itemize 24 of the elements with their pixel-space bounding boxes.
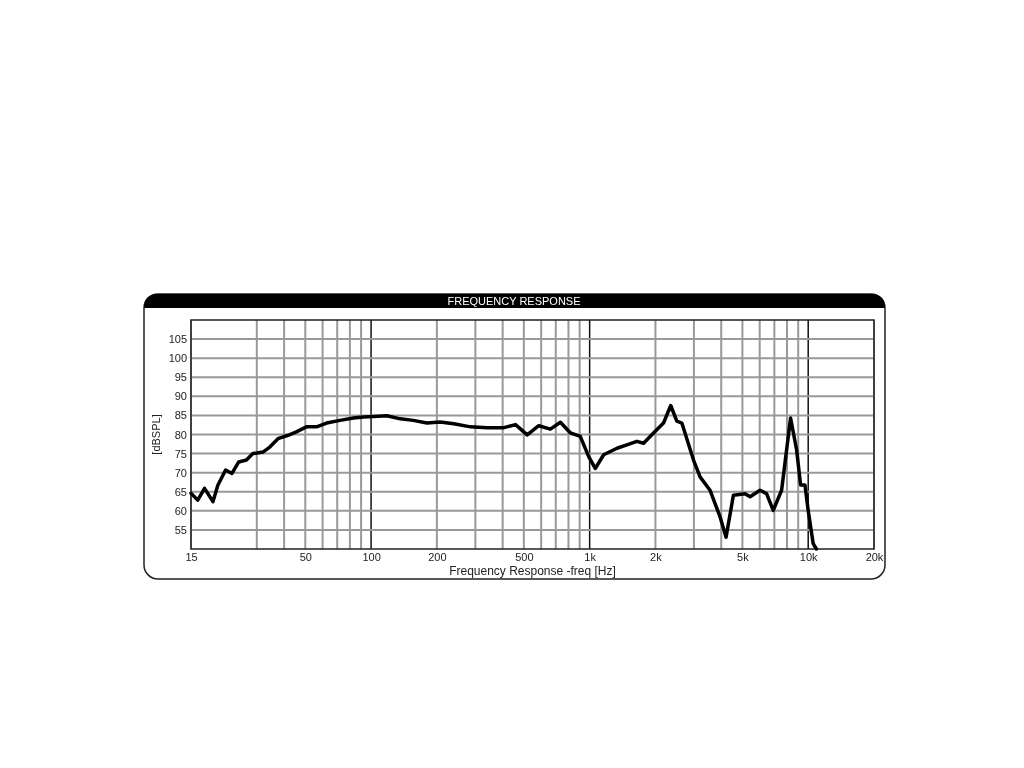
y-axis-title: [dBSPL] xyxy=(150,414,162,455)
x-tick-label: 50 xyxy=(299,550,312,563)
x-tick-label: 500 xyxy=(515,550,534,563)
x-tick-label: 10k xyxy=(799,550,819,563)
y-tick-label: 60 xyxy=(174,504,187,517)
y-tick-label: 100 xyxy=(168,352,187,365)
y-tick-label: 95 xyxy=(174,371,187,384)
x-tick-label: 200 xyxy=(428,550,447,563)
x-tick-label: 20k xyxy=(865,550,884,563)
y-tick-label: 55 xyxy=(174,523,187,536)
y-tick-label: 90 xyxy=(174,390,187,403)
x-tick-label: 15 xyxy=(185,550,198,563)
y-tick-label: 70 xyxy=(174,466,187,479)
y-tick-label: 65 xyxy=(174,485,187,498)
y-tick-label: 85 xyxy=(174,409,187,422)
y-tick-label: 80 xyxy=(174,428,187,441)
x-tick-label: 100 xyxy=(362,550,381,563)
y-tick-label: 105 xyxy=(168,333,187,346)
y-tick-label: 75 xyxy=(174,447,187,460)
x-tick-label: 2k xyxy=(650,550,663,563)
x-tick-label: 1k xyxy=(584,550,597,563)
x-tick-label: 5k xyxy=(737,550,750,563)
x-axis-title: Frequency Response -freq [Hz] xyxy=(449,564,616,578)
chart-title: FREQUENCY RESPONSE xyxy=(447,295,581,307)
